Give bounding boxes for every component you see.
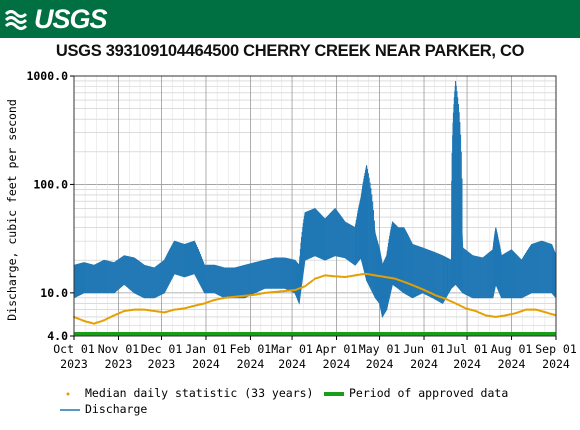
chart-title: USGS 393109104464500 CHERRY CREEK NEAR P… <box>55 42 525 60</box>
usgs-wave-icon <box>4 10 28 30</box>
x-tick-label-month: Nov 01 <box>98 342 140 356</box>
legend-item-median: Median daily statistic (33 years) <box>60 386 313 400</box>
x-tick-label-month: Jun 01 <box>403 342 445 356</box>
x-tick-label-month: Jan 01 <box>185 342 227 356</box>
y-tick-label: 10.0 <box>40 286 68 300</box>
legend-approved-symbol <box>324 388 346 398</box>
x-tick-label-year: 2024 <box>366 357 394 371</box>
x-tick-label-year: 2023 <box>105 357 133 371</box>
y-axis-label: Discharge, cubic feet per second <box>5 99 19 321</box>
legend-approved-bar <box>324 392 344 396</box>
legend-discharge-symbol <box>60 404 82 414</box>
plot-frame <box>73 75 557 337</box>
x-tick-label-month: Feb 01 <box>230 342 272 356</box>
y-tick-label: 4.0 <box>47 329 68 343</box>
legend-median-dot <box>66 392 70 396</box>
x-tick-label-year: 2024 <box>542 357 570 371</box>
x-tick-label-year: 2024 <box>323 357 351 371</box>
y-tick-label: 1000.0 <box>26 69 68 83</box>
x-tick-label-month: Dec 01 <box>141 342 183 356</box>
legend-item-discharge: Discharge <box>60 402 147 416</box>
legend-discharge-label: Discharge <box>85 402 148 416</box>
x-tick-label-month: Mar 01 <box>271 342 313 356</box>
y-axis: 4.0 10.0 100.0 1000.0 <box>26 69 74 343</box>
x-tick-label-year: 2024 <box>410 357 438 371</box>
x-tick-label-year: 2023 <box>60 357 88 371</box>
x-tick-label-year: 2024 <box>192 357 220 371</box>
legend-item-approved: Period of approved data <box>324 386 508 400</box>
x-tick-label-year: 2024 <box>237 357 265 371</box>
legend-median-symbol <box>60 388 82 398</box>
median-point <box>553 313 556 316</box>
x-tick-label-year: 2023 <box>148 357 176 371</box>
usgs-logo-text: USGS <box>34 3 108 34</box>
x-tick-label-month: Aug 01 <box>491 342 533 356</box>
x-tick-label-month: Sep 01 <box>535 342 577 356</box>
legend-median-label: Median daily statistic (33 years) <box>85 386 314 400</box>
x-tick-label-month: Oct 01 <box>53 342 95 356</box>
approved-data-bar <box>74 332 556 336</box>
usgs-header-bar: USGS <box>0 0 580 38</box>
x-tick-label-year: 2024 <box>498 357 526 371</box>
x-tick-label-year: 2024 <box>278 357 306 371</box>
x-tick-label-month: Apr 01 <box>316 342 358 356</box>
x-tick-label-year: 2024 <box>453 357 481 371</box>
x-tick-label-month: May 01 <box>359 342 401 356</box>
y-tick-label: 100.0 <box>33 177 68 191</box>
x-tick-label-month: Jul 01 <box>446 342 488 356</box>
legend-approved-label: Period of approved data <box>349 386 509 400</box>
median-series <box>72 272 556 325</box>
usgs-logo[interactable]: USGS <box>4 3 108 34</box>
